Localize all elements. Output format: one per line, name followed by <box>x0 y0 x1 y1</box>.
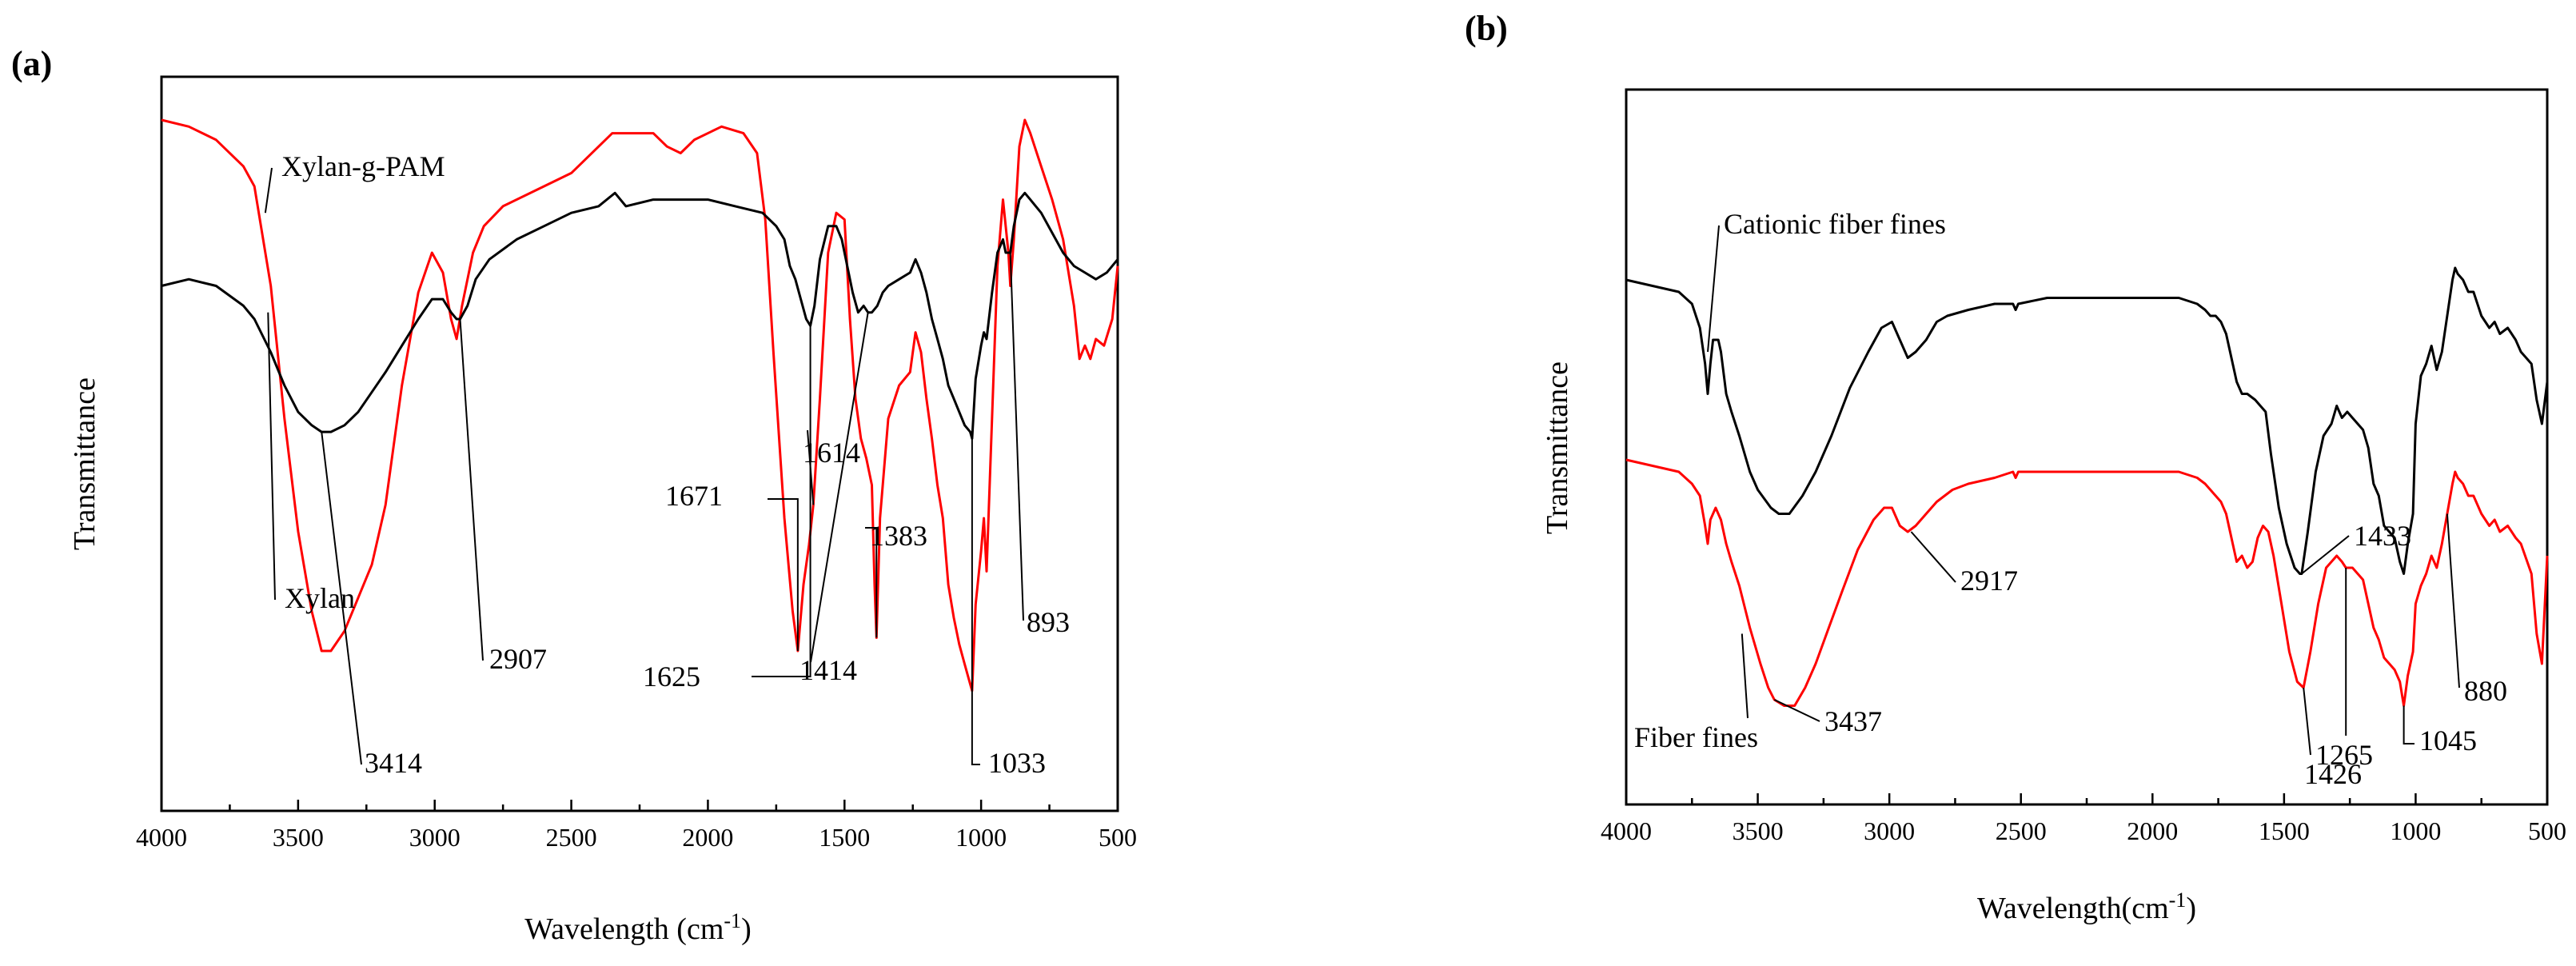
annotation-leader <box>267 312 276 601</box>
panel-b-x-ticks: 4000 3500 3000 2500 2000 1500 1000 500 <box>1601 793 2566 845</box>
annotation-leader <box>1707 225 1720 353</box>
annotation-label: 880 <box>2464 675 2507 707</box>
annotation-leader <box>2303 687 2311 756</box>
x-tick-label: 4000 <box>1601 816 1652 845</box>
x-tick-label: 3000 <box>1864 816 1915 845</box>
annotation-leader <box>2446 513 2460 689</box>
annotation-label: 1414 <box>800 654 857 686</box>
annotation-leader <box>865 527 878 638</box>
annotation-leader <box>321 431 362 765</box>
series-line-fiber-fines <box>1625 458 2549 707</box>
panel-a-label: (a) <box>11 44 52 83</box>
x-tick-label: 3000 <box>409 823 461 852</box>
annotation-leader <box>752 325 811 677</box>
x-tick-label: 1500 <box>2259 816 2310 845</box>
panel-b-y-axis-title: Transmittance <box>1541 361 1574 534</box>
annotation-leader <box>1009 252 1024 621</box>
annotation-label: 1265 <box>2315 739 2373 771</box>
x-tick-label: 1000 <box>2390 816 2441 845</box>
panel-a-xlabel: Wavelength (cm <box>524 912 724 946</box>
annotation-leader <box>971 438 980 765</box>
annotation-label: 1045 <box>2419 724 2477 756</box>
annotation-leader <box>768 498 799 651</box>
panel-a-annotations: Xylan-g-PAM Xylan 1671 1614 1383 3414 2907 1625… <box>264 150 1070 779</box>
annotation-leader <box>2403 705 2415 744</box>
panel-b-annotations: Cationic fiber fines Fiber fines 1433 2917 3… <box>1634 208 2507 790</box>
annotation-leader <box>264 167 273 214</box>
annotation-label: Fiber fines <box>1634 721 1758 753</box>
series-line-xylan <box>161 191 1119 440</box>
annotation-leader <box>1773 699 1820 722</box>
x-tick-label: 2000 <box>682 823 733 852</box>
x-tick-label: 3500 <box>273 823 324 852</box>
panel-b-xlabel: Wavelength(cm <box>1977 892 2169 925</box>
annotation-label: 893 <box>1027 606 1070 638</box>
panel-a-y-axis-title: Transmittance <box>68 377 102 550</box>
x-tick-label: 4000 <box>136 823 187 852</box>
panel-b-label: (b) <box>1465 9 1508 48</box>
panel-b-xlabel-exponent: -1 <box>2169 888 2187 912</box>
annotation-label: 1033 <box>988 747 1046 779</box>
panel-a-plot-frame <box>160 75 1119 812</box>
annotation-label: 1426 <box>2304 758 2362 790</box>
annotation-label: 3437 <box>1824 705 1882 737</box>
annotation-leader <box>2301 535 2350 575</box>
annotation-leader <box>1910 531 1956 583</box>
x-tick-label: 1500 <box>819 823 870 852</box>
annotation-label: 2917 <box>1960 565 2018 597</box>
panel-b-xlabel-close: ) <box>2186 892 2196 925</box>
annotation-label: 1383 <box>870 520 927 552</box>
panel-a-xlabel-exponent: -1 <box>724 909 741 932</box>
panel-a-x-axis-title: Wavelength (cm-1) <box>524 909 751 946</box>
x-tick-label: 500 <box>2528 816 2566 845</box>
panel-a: (a) 4000 3500 3000 2500 2000 1500 1000 500 Xyla… <box>11 44 1137 946</box>
annotation-label: 3414 <box>365 747 422 779</box>
panel-b: (b) 4000 3500 3000 2500 2000 1500 1000 500 Cati… <box>1465 9 2566 925</box>
x-tick-label: 2000 <box>2127 816 2178 845</box>
panel-a-xlabel-close: ) <box>741 912 752 946</box>
panel-b-x-axis-title: Wavelength(cm-1) <box>1977 888 2196 925</box>
annotation-label: 1614 <box>803 437 860 469</box>
series-line-cationic-fiber-fines <box>1625 266 2549 575</box>
annotation-label: Xylan <box>285 582 355 614</box>
annotation-leader <box>810 312 869 663</box>
annotation-leader <box>1741 633 1749 719</box>
x-tick-label: 1000 <box>955 823 1007 852</box>
x-tick-label: 3500 <box>1733 816 1784 845</box>
annotation-label: 1625 <box>643 661 700 693</box>
annotation-label: Cationic fiber fines <box>1724 208 1946 240</box>
series-line-xylan-g-pam <box>161 118 1119 693</box>
panel-b-series <box>1625 266 2549 707</box>
panel-a-series <box>161 118 1119 693</box>
x-tick-label: 2500 <box>1996 816 2047 845</box>
annotation-label: Xylan-g-PAM <box>281 150 445 182</box>
annotation-label: 1671 <box>665 480 723 512</box>
panel-b-plot-frame <box>1625 88 2549 806</box>
x-tick-label: 500 <box>1099 823 1137 852</box>
annotation-leader <box>459 318 484 661</box>
panel-a-x-ticks: 4000 3500 3000 2500 2000 1500 1000 500 <box>136 800 1137 852</box>
annotation-label: 1433 <box>2354 520 2411 552</box>
x-tick-label: 2500 <box>546 823 597 852</box>
annotation-label: 2907 <box>489 643 547 675</box>
